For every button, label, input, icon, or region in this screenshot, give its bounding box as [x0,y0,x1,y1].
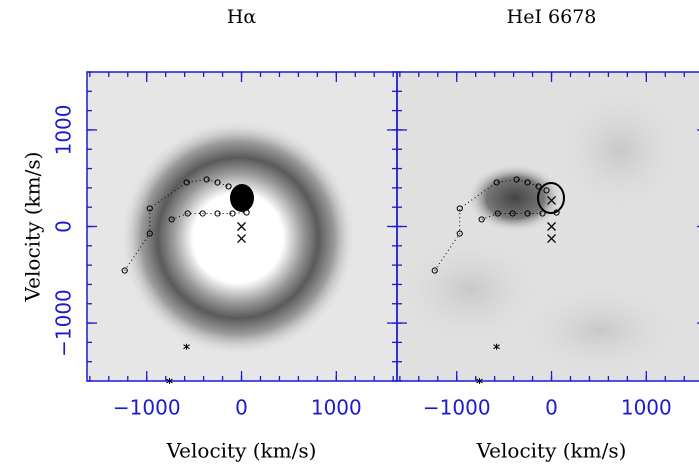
x-tick-label: −1000 [423,396,491,420]
tomogram-image [397,72,699,381]
stream-point [493,179,500,186]
x-tick-label: 1000 [621,396,672,420]
stream-point [494,210,501,217]
star-marker [166,378,173,384]
stream-point [199,210,206,217]
star-marker [183,343,190,350]
y-axis-label: Velocity (km/s) [21,152,45,303]
y-tick-label: 0 [52,220,76,233]
stream-point [543,187,550,194]
stream-point [121,267,128,274]
stream-point [214,210,221,217]
x-axis-label: Velocity (km/s) [476,439,627,463]
star-marker [493,343,500,350]
x-tick-label: 0 [235,396,248,420]
stream-point [229,210,236,217]
stream-trajectory [434,178,547,271]
stream-point [168,216,175,223]
x-tick-label: −1000 [113,396,181,420]
panel-title: Hα [227,6,257,28]
stream-trajectory [124,178,237,271]
star-marker [476,378,483,384]
cross-marker [237,222,246,231]
stream-point [233,187,240,194]
stream-point [524,210,531,217]
cross-marker [237,234,246,244]
stream-point [553,209,560,216]
cross-marker [547,195,556,205]
stream-point [183,179,190,186]
stream-point [214,179,221,186]
stream-point [225,183,232,190]
cross-marker [237,195,246,205]
tomogram-image [87,72,397,381]
stream-point [539,210,546,217]
y-tick-label: −1000 [52,289,76,357]
stream-point [478,216,485,223]
stream-point [203,176,210,183]
stream-point [243,209,250,216]
stream-point [146,205,153,212]
panel-title: HeI 6678 [507,6,597,28]
stream-point [509,210,516,217]
x-axis-label: Velocity (km/s) [166,439,317,463]
stream-point [535,183,542,190]
plot-frame [396,71,699,382]
stream-point [456,230,463,237]
y-tick-label: 1000 [52,104,76,155]
stream-point [146,230,153,237]
stream-point [513,176,520,183]
cross-marker [547,234,556,244]
cross-marker [547,222,556,231]
stream-point [456,205,463,212]
stream-point [184,210,191,217]
x-tick-label: 1000 [311,396,362,420]
x-tick-label: 0 [545,396,558,420]
stream-point [431,267,438,274]
stream-point [524,179,531,186]
